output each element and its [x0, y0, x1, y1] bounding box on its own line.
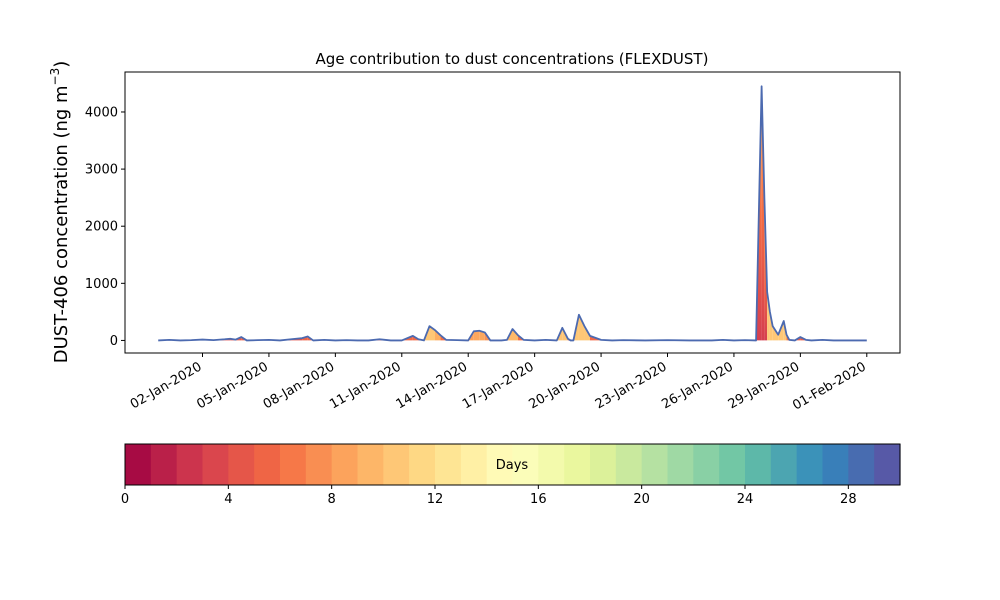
colorbar-bin — [486, 444, 514, 485]
plot-frame — [124, 71, 901, 354]
colorbar-ticks: 0 4 8 12 16 20 24 28 — [121, 485, 857, 507]
age-fill-segment — [435, 330, 441, 341]
colorbar-bin — [202, 444, 229, 485]
y-axis-label-superscript: −3 — [48, 68, 62, 86]
y-axis-label-main: DUST-406 concentration (ng m — [51, 85, 72, 363]
colorbar-tick-label: 0 — [121, 492, 129, 507]
colorbar-bin — [357, 444, 384, 485]
x-tick-label: 02-Jan-2020 — [128, 359, 205, 412]
y-tick-label: 0 — [110, 334, 118, 349]
colorbar-bin — [615, 444, 643, 485]
y-axis-label: DUST-406 concentration (ng m−3) — [48, 61, 72, 364]
x-tick-label: 23-Jan-2020 — [593, 359, 670, 412]
y-tick-label: 1000 — [85, 277, 118, 292]
colorbar-bin — [874, 444, 901, 485]
age-fill-segment — [473, 330, 480, 341]
colorbar-frame — [124, 443, 901, 486]
total-concentration-line — [158, 85, 867, 342]
colorbar-bin — [409, 444, 436, 485]
colorbar-bin — [564, 444, 591, 485]
x-tick-label: 20-Jan-2020 — [526, 359, 603, 412]
y-tick-label: 3000 — [85, 163, 118, 178]
colorbar-tick-label: 12 — [427, 492, 444, 507]
y-axis: 0 1000 2000 3000 4000 — [85, 105, 125, 349]
colorbar-bins — [125, 444, 901, 485]
age-contribution-fills — [158, 86, 834, 341]
colorbar-bin — [331, 444, 359, 485]
y-tick-label: 2000 — [85, 220, 118, 235]
colorbar-bin — [150, 444, 178, 485]
x-tick-label: 01-Feb-2020 — [790, 359, 869, 413]
colorbar-bin — [719, 444, 746, 485]
colorbar-bin — [667, 444, 694, 485]
colorbar-bin — [538, 444, 565, 485]
colorbar-tick-label: 24 — [737, 492, 754, 507]
total-line-group — [158, 85, 867, 342]
age-fill-segment — [767, 291, 770, 341]
colorbar-bin — [796, 444, 824, 485]
colorbar-tick-label: 8 — [328, 492, 336, 507]
colorbar-tick-label: 4 — [224, 492, 232, 507]
y-axis-label-close: ) — [51, 61, 72, 68]
colorbar-bin — [512, 444, 539, 485]
colorbar-bin — [822, 444, 849, 485]
colorbar-bin — [745, 444, 772, 485]
colorbar-bin — [693, 444, 720, 485]
colorbar-bin — [590, 444, 617, 485]
colorbar-bin — [176, 444, 204, 485]
x-tick-label: 14-Jan-2020 — [394, 359, 471, 412]
chart-title: Age contribution to dust concentrations … — [316, 50, 709, 68]
y-tick-label: 4000 — [85, 105, 118, 120]
colorbar-bin — [383, 444, 410, 485]
colorbar-tick-label: 20 — [633, 492, 650, 507]
colorbar-bin — [254, 444, 281, 485]
colorbar-bin — [305, 444, 333, 485]
colorbar-bin — [848, 444, 875, 485]
colorbar-bin — [435, 444, 462, 485]
x-tick-label: 08-Jan-2020 — [261, 359, 338, 412]
age-fill-segment — [578, 314, 585, 341]
plot-area — [124, 71, 901, 354]
x-tick-label: 26-Jan-2020 — [659, 359, 736, 412]
age-fill-segment — [479, 330, 485, 341]
x-axis: 02-Jan-202005-Jan-202008-Jan-202011-Jan-… — [128, 353, 869, 413]
colorbar-bin — [460, 444, 488, 485]
colorbar-tick-label: 28 — [840, 492, 857, 507]
colorbar-bin — [280, 444, 307, 485]
colorbar-label: Days — [496, 458, 529, 473]
colorbar-bin — [125, 444, 152, 485]
colorbar-bin — [228, 444, 255, 485]
colorbar-bin — [770, 444, 798, 485]
colorbar: Days 0 4 8 12 16 20 24 28 — [121, 443, 901, 507]
colorbar-bin — [641, 444, 669, 485]
colorbar-tick-label: 16 — [530, 492, 547, 507]
x-tick-label: 17-Jan-2020 — [460, 359, 537, 412]
x-tick-label: 11-Jan-2020 — [327, 359, 404, 412]
x-tick-label: 05-Jan-2020 — [194, 359, 271, 412]
x-tick-label: 29-Jan-2020 — [726, 359, 803, 412]
